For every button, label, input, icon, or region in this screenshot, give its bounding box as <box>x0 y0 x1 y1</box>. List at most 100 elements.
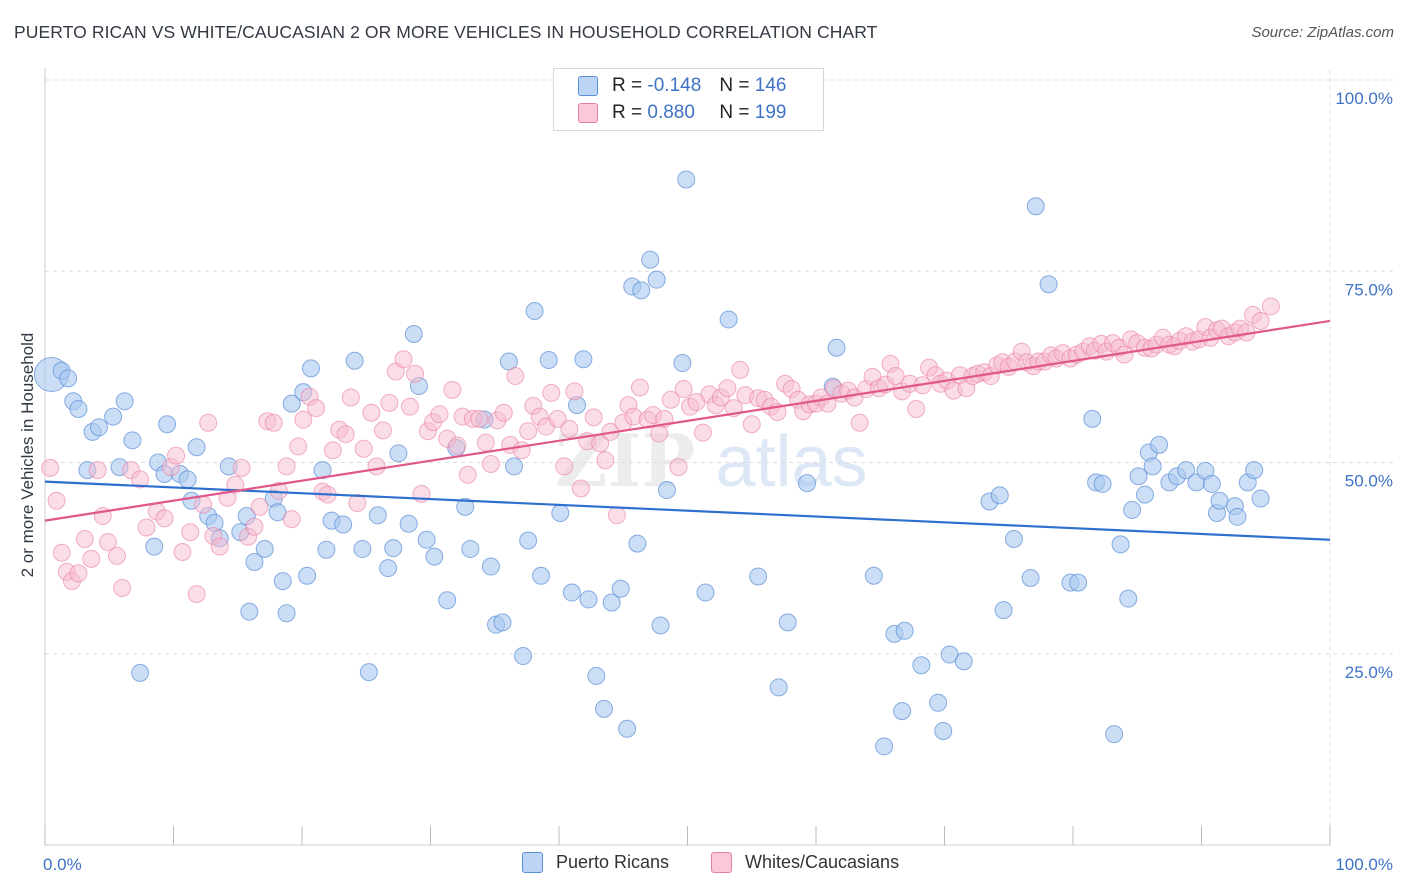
data-point <box>1083 409 1102 428</box>
data-point <box>574 350 593 369</box>
data-point <box>425 547 444 566</box>
axes <box>44 68 1331 846</box>
data-point <box>307 399 326 418</box>
data-point <box>98 533 117 552</box>
data-point <box>277 457 296 476</box>
data-point <box>368 506 387 525</box>
y-tick-label: 50.0% <box>1345 472 1393 491</box>
data-point <box>323 441 342 460</box>
data-point <box>115 392 134 411</box>
data-point <box>187 438 206 457</box>
data-point <box>514 647 533 666</box>
legend-r-label: R = <box>612 102 643 123</box>
data-point <box>155 509 174 528</box>
data-point <box>456 497 475 516</box>
data-point <box>1261 297 1280 316</box>
data-point <box>579 590 598 609</box>
data-point <box>173 543 192 562</box>
data-point <box>990 486 1009 505</box>
data-point <box>584 408 603 427</box>
data-point <box>742 415 761 434</box>
data-point <box>1143 457 1162 476</box>
x-tick-label: 0.0% <box>43 855 82 874</box>
data-point <box>677 170 696 189</box>
data-point <box>912 656 931 675</box>
data-point <box>647 270 666 289</box>
data-point <box>282 510 301 529</box>
data-point <box>458 465 477 484</box>
data-point <box>850 413 869 432</box>
data-point <box>1251 489 1270 508</box>
data-point <box>194 495 213 514</box>
data-point <box>551 503 570 522</box>
data-point <box>123 431 142 450</box>
data-point <box>348 494 367 513</box>
series-legend: Puerto Ricans Whites/Caucasians <box>0 852 1406 878</box>
data-point <box>282 394 301 413</box>
data-point <box>618 719 637 738</box>
data-point <box>886 367 905 386</box>
data-point <box>470 409 489 428</box>
data-point <box>277 604 296 623</box>
legend-item-puerto-ricans[interactable]: Puerto Ricans <box>522 852 669 873</box>
data-point <box>542 383 561 402</box>
data-point <box>994 601 1013 620</box>
data-point <box>895 621 914 640</box>
data-point <box>1251 311 1270 330</box>
y-tick-label: 100.0% <box>1335 89 1393 108</box>
data-point <box>406 364 425 383</box>
legend-n-value: 199 <box>754 102 787 123</box>
data-point <box>1228 507 1247 526</box>
data-point <box>1245 461 1264 480</box>
data-point <box>674 380 693 399</box>
data-point <box>353 539 372 558</box>
data-point <box>245 517 264 536</box>
data-point <box>167 446 186 465</box>
data-point <box>505 457 524 476</box>
data-point <box>404 324 423 343</box>
data-point <box>373 421 392 440</box>
data-point <box>181 523 200 542</box>
data-point <box>594 699 613 718</box>
data-point <box>929 693 948 712</box>
data-point <box>158 415 177 434</box>
data-point <box>1202 474 1221 493</box>
data-point <box>131 663 150 682</box>
x-tick-label: 100.0% <box>1335 855 1393 874</box>
data-point <box>69 399 88 418</box>
data-point <box>232 458 251 477</box>
data-point <box>341 388 360 407</box>
data-point <box>506 367 525 386</box>
data-point <box>548 409 567 428</box>
data-point <box>657 481 676 500</box>
data-point <box>448 436 467 455</box>
data-point <box>359 663 378 682</box>
y-tick-label: 25.0% <box>1345 663 1393 682</box>
chart-title: PUERTO RICAN VS WHITE/CAUCASIAN 2 OR MOR… <box>14 22 878 42</box>
data-point <box>954 652 973 671</box>
data-point <box>389 444 408 463</box>
data-point <box>693 423 712 442</box>
data-point <box>719 310 738 329</box>
data-point <box>178 470 197 489</box>
data-point <box>399 514 418 533</box>
legend-row-puerto-ricans: R = -0.148 N = 146 <box>578 73 786 99</box>
data-point <box>934 722 953 741</box>
data-point <box>145 537 164 556</box>
data-point <box>199 413 218 432</box>
legend-swatch-pink <box>711 852 732 873</box>
data-point <box>565 382 584 401</box>
data-point <box>493 613 512 632</box>
data-point <box>255 539 274 558</box>
data-point <box>88 461 107 480</box>
data-point <box>294 410 313 429</box>
grid-lines <box>45 70 1393 845</box>
data-point <box>1039 275 1058 294</box>
data-point <box>380 393 399 412</box>
data-point <box>696 583 715 602</box>
legend-n-label: N = <box>719 75 750 96</box>
legend-item-whites-caucasians[interactable]: Whites/Caucasians <box>711 852 899 873</box>
data-point <box>749 567 768 586</box>
data-point <box>562 583 581 602</box>
data-point <box>1004 530 1023 548</box>
